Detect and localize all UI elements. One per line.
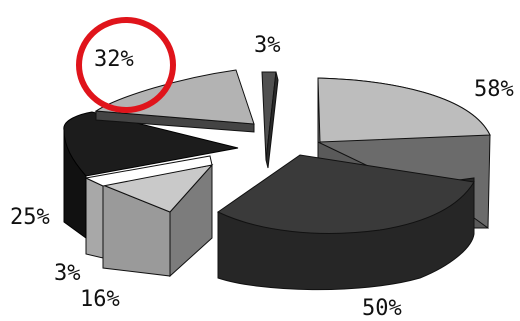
pie-slice-3-top <box>261 71 279 169</box>
label-50: 50% <box>362 296 402 321</box>
pie-slice-3-bottom <box>84 155 213 259</box>
label-3-top: 3% <box>254 33 281 58</box>
label-25: 25% <box>10 205 50 230</box>
pie-slice-25 <box>63 111 239 239</box>
label-16: 16% <box>80 287 120 312</box>
label-58: 58% <box>474 77 514 102</box>
pie-slice-50 <box>217 154 475 291</box>
pie-slice-16 <box>101 163 214 278</box>
highlight-circle <box>76 17 176 113</box>
label-32: 32% <box>94 47 134 72</box>
label-3-bottom: 3% <box>54 261 81 286</box>
